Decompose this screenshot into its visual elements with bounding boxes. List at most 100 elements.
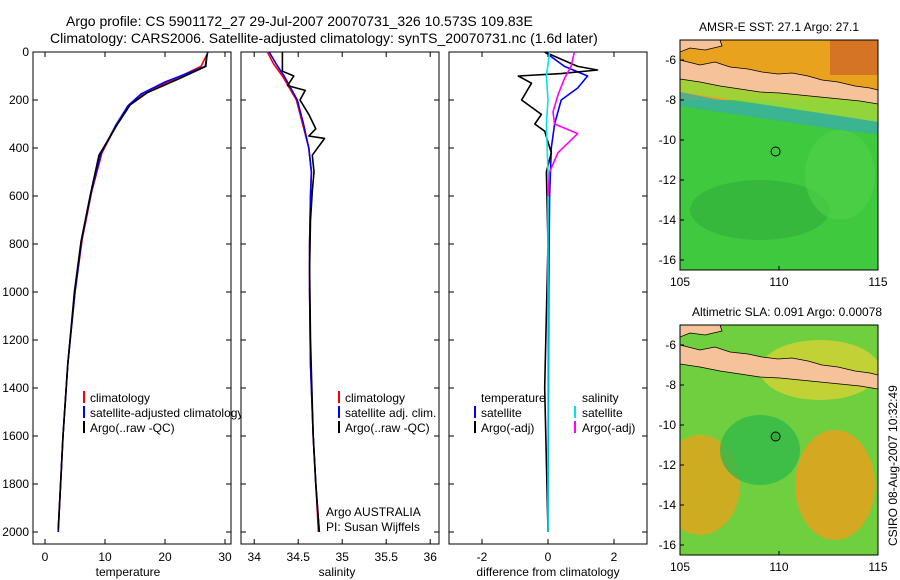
temperature-axes-box [32, 51, 232, 545]
argo-position-marker [770, 431, 781, 442]
figure-title-line2: Climatology: CARS2006. Satellite-adjuste… [50, 30, 598, 46]
sst-map-title: AMSR-E SST: 27.1 Argo: 27.1 [699, 20, 859, 34]
sst-map-ticks: 105 110 115 -6 -8 -10 -12 -14 -16 [659, 53, 888, 289]
depth-tick-label: 1000 [2, 285, 29, 299]
temperature-tick-labels: 0 10 20 30 [42, 52, 232, 564]
map-x-tick-label: 115 [868, 275, 887, 289]
series-line-argo-raw-qc [57, 54, 208, 530]
legend-label-temp-argo: Argo(-adj) [481, 421, 534, 435]
x-tick-label: 35.5 [375, 550, 399, 564]
temperature-lines [57, 52, 209, 533]
legend-label-argo: Argo(..raw -QC) [90, 421, 175, 435]
x-tick-label: 20 [158, 550, 172, 564]
legend-label-climatology: climatology [345, 391, 405, 405]
difference-panel: -2 0 2 difference from climatology tempera… [448, 51, 648, 579]
map-y-tick-label: -14 [659, 213, 677, 227]
map-y-tick-label: -8 [665, 378, 676, 392]
borneo-coast [680, 40, 723, 53]
difference-xlabel: difference from climatology [476, 565, 619, 579]
difference-legend: temperature salinity satellite Argo(-adj… [474, 391, 635, 435]
depth-tick-label: 1200 [2, 333, 29, 347]
map-x-tick-label: 110 [769, 275, 788, 289]
pi-label: PI: Susan Wijffels [326, 520, 420, 534]
depth-tick-label: 0 [22, 45, 29, 59]
legend-label-sal-argo: Argo(-adj) [582, 421, 635, 435]
x-tick-label: 2 [611, 550, 618, 564]
csiro-timestamp: CSIRO 08-Aug-2007 10:32:49 [886, 385, 900, 546]
map-y-tick-label: -6 [665, 53, 676, 67]
series-line-argo-raw-qc [281, 52, 326, 533]
depth-tick-label: 800 [9, 237, 29, 251]
map-y-tick-label: -10 [659, 418, 677, 432]
difference-tick-labels: -2 0 2 [449, 51, 647, 564]
depth-tick-labels: 0 200 400 600 800 1000 1200 1400 1600 1800 2000 [2, 45, 231, 539]
x-tick-label: 30 [218, 550, 232, 564]
sla-map-ticks: 105 110 115 -6 -8 -10 -12 -14 -16 [659, 338, 888, 574]
sla-map-title: Altimetric SLA: 0.091 Argo: 0.00078 [692, 305, 882, 319]
sst-map-panel: AMSR-E SST: 27.1 Argo: 27.1 105 110 115 -6 -… [659, 20, 888, 289]
x-tick-label: 0 [545, 550, 552, 564]
salinity-xlabel: salinity [319, 565, 356, 579]
map-y-tick-label: -6 [665, 338, 676, 352]
map-x-tick-label: 115 [868, 560, 887, 574]
map-y-tick-label: -12 [659, 458, 677, 472]
x-tick-label: 36 [424, 550, 438, 564]
sst-front [680, 92, 878, 134]
depth-tick-label: 400 [9, 141, 29, 155]
map-x-tick-label: 110 [769, 560, 788, 574]
x-tick-label: 34.5 [287, 550, 311, 564]
legend-label-temp-satellite: satellite [481, 406, 522, 420]
sla-warm-se [795, 430, 875, 540]
depth-tick-label: 1400 [2, 381, 29, 395]
sst-green-patch [690, 180, 830, 240]
map-y-tick-label: -16 [659, 538, 677, 552]
sst-green-patch2 [805, 130, 875, 220]
map-y-tick-label: -10 [659, 133, 677, 147]
legend-header-temperature: temperature [481, 391, 546, 405]
x-tick-label: 35 [336, 550, 350, 564]
map-y-tick-label: -14 [659, 498, 677, 512]
x-tick-label: 10 [98, 550, 112, 564]
argo-program-label: Argo AUSTRALIA [326, 505, 421, 519]
series-line-salinity-argo-adj [547, 52, 579, 197]
figure-title-line1: Argo profile: CS 5901172_27 29-Jul-2007 … [66, 13, 533, 29]
legend-label-argo: Argo(..raw -QC) [345, 421, 430, 435]
temperature-xlabel: temperature [96, 565, 161, 579]
java-island [680, 344, 878, 390]
depth-tick-label: 600 [9, 189, 29, 203]
salinity-lines [266, 52, 326, 533]
sst-patch [830, 40, 878, 75]
depth-tick-label: 1600 [2, 429, 29, 443]
sla-map-field [680, 325, 878, 555]
map-x-tick-label: 105 [670, 275, 690, 289]
temperature-panel: 0 200 400 600 800 1000 1200 1400 1600 1800 2000 0 1… [2, 45, 243, 579]
x-tick-label: 34 [248, 550, 262, 564]
legend-header-salinity: salinity [582, 391, 619, 405]
depth-tick-label: 2000 [2, 525, 29, 539]
argo-position-marker [770, 146, 781, 157]
map-y-tick-label: -16 [659, 253, 677, 267]
depth-tick-label: 200 [9, 93, 29, 107]
salinity-tick-labels: 34 34.5 35 35.5 36 [241, 51, 439, 564]
map-x-tick-label: 105 [670, 560, 690, 574]
difference-lines [517, 52, 599, 533]
sla-map-panel: Altimetric SLA: 0.091 Argo: 0.00078 105 1… [659, 305, 888, 574]
temperature-legend: climatology satellite-adjusted climatolo… [83, 391, 243, 435]
depth-tick-label: 1800 [2, 477, 29, 491]
borneo-coast [680, 325, 723, 338]
legend-label-climatology: climatology [90, 391, 150, 405]
map-y-tick-label: -8 [665, 93, 676, 107]
salinity-panel: 34 34.5 35 35.5 36 salinity climatology sate… [240, 51, 440, 579]
sst-map-field [680, 40, 878, 270]
series-line-salinity-satellite [545, 52, 551, 532]
legend-label-satellite: satellite adj. clim. [345, 406, 436, 420]
map-y-tick-label: -12 [659, 173, 677, 187]
legend-label-sal-satellite: satellite [582, 406, 623, 420]
salinity-axes-box [240, 51, 440, 545]
x-tick-label: 0 [42, 550, 49, 564]
x-tick-label: -2 [477, 550, 488, 564]
sla-green-center [720, 415, 800, 485]
java-island [680, 59, 878, 105]
series-line-temperature-satellite [544, 52, 589, 533]
